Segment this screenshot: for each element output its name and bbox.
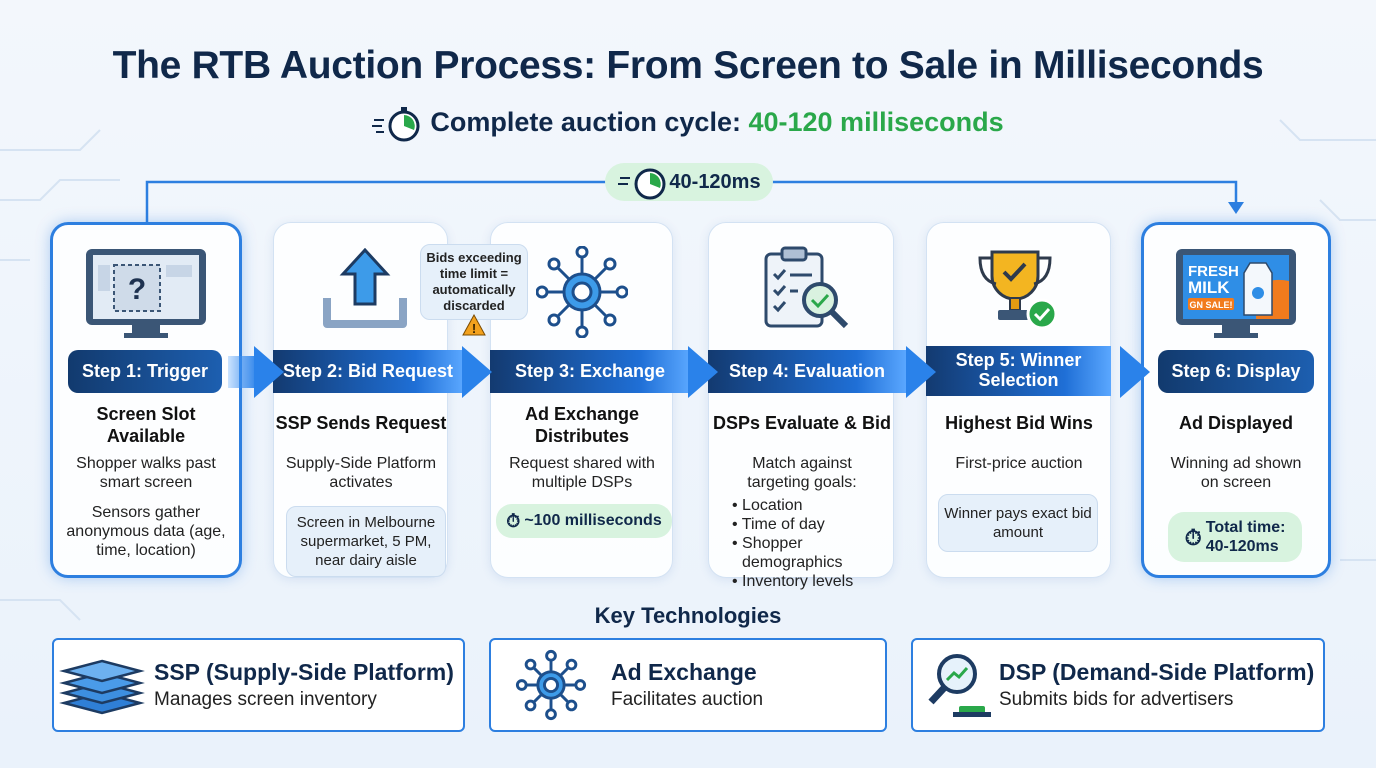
step-5-banner: Step 5: Winner Selection: [926, 346, 1111, 396]
svg-text:MILK: MILK: [1188, 278, 1230, 297]
subtitle-highlight: 40-120 milliseconds: [748, 107, 1004, 138]
warning-icon: !: [462, 314, 486, 336]
step-3-text: Request shared with multiple DSPs: [509, 455, 655, 491]
list-item: • Inventory levels: [732, 573, 854, 590]
step-5-note: Winner pays exact bid amount: [938, 494, 1098, 552]
flow-arrow-2: [462, 346, 492, 398]
step-5-text: First-price auction: [955, 455, 1083, 472]
step-4-criteria-list: • Location • Time of day • Shopper demog…: [732, 496, 882, 591]
step-2-example-note: Screen in Melbourne supermarket, 5 PM, n…: [286, 506, 446, 577]
stopwatch-icon: [618, 168, 666, 200]
stopwatch-icon: ⏱: [1184, 524, 1202, 550]
step-3-title: Ad Exchange Distributes: [524, 404, 640, 446]
flow-arrow-1: [254, 346, 284, 398]
timeout-warning-note: Bids exceeding time limit = automaticall…: [420, 244, 528, 320]
step-6-text: Winning ad shown on screen: [1170, 455, 1302, 491]
clipboard-magnifier-icon: [764, 246, 849, 329]
stopwatch-icon: ⏱: [506, 510, 521, 531]
subtitle-prefix: Complete auction cycle:: [430, 107, 741, 138]
flow-arrow-3: [688, 346, 718, 398]
list-item: • Location: [732, 497, 803, 514]
step-3-duration-pill: ⏱ ~100 milliseconds: [496, 504, 672, 538]
step-2-text: Supply-Side Platform activates: [285, 455, 437, 491]
svg-text:?: ?: [128, 273, 146, 306]
key-technologies-heading: Key Technologies: [594, 603, 782, 628]
stacked-layers-icon: [59, 659, 145, 715]
step-1-text-2: Sensors gather anonymous data (age, time…: [66, 504, 226, 559]
subtitle: Complete auction cycle: 40-120 milliseco…: [0, 106, 1376, 142]
upload-icon: [323, 248, 407, 328]
step-4-title: DSPs Evaluate & Bid: [712, 413, 892, 433]
flow-arrow-4: [906, 346, 936, 398]
step-4-text: Match against targeting goals:: [747, 455, 857, 491]
step-1-text: Shopper walks past smart screen: [76, 455, 216, 491]
svg-text:!: !: [472, 321, 476, 336]
timeline-duration-pill: 40-120ms: [605, 163, 773, 201]
tech-card-dsp: DSP (Demand-Side Platform) Submits bids f…: [911, 638, 1325, 732]
step-card-1: [50, 222, 242, 578]
hub-network-icon: [515, 649, 587, 721]
step-1-title: Screen Slot Available: [96, 404, 196, 446]
page-title: The RTB Auction Process: From Screen to …: [112, 44, 1264, 87]
monitor-question-icon: ?: [86, 249, 206, 338]
step-1-banner: Step 1: Trigger: [68, 350, 222, 393]
arrow-shaft: [228, 356, 258, 388]
list-item: • Time of day: [732, 516, 825, 533]
step-3-banner: Step 3: Exchange: [490, 350, 690, 393]
step-6-title: Ad Displayed: [1178, 413, 1294, 433]
list-item: • Shopper demographics: [732, 535, 843, 571]
flow-arrow-5: [1120, 346, 1150, 398]
step-2-title: SSP Sends Request: [275, 413, 447, 433]
total-time-pill: ⏱ Total time: 40-120ms: [1168, 512, 1302, 562]
step-6-banner: Step 6: Display: [1158, 350, 1314, 393]
svg-text:GN SALE!: GN SALE!: [1189, 300, 1232, 310]
tech-card-ssp: SSP (Supply-Side Platform) Manages screen…: [52, 638, 465, 732]
hub-network-icon: [536, 246, 628, 338]
stopwatch-icon: [372, 107, 420, 142]
step-2-banner: Step 2: Bid Request: [273, 350, 463, 393]
step-5-title: Highest Bid Wins: [945, 413, 1093, 433]
magnifier-chart-icon: [928, 654, 991, 717]
tech-card-ad-exchange: Ad Exchange Facilitates auction: [489, 638, 887, 732]
svg-text:FRESH: FRESH: [1188, 263, 1239, 280]
step-4-banner: Step 4: Evaluation: [708, 350, 906, 393]
trophy-check-icon: [978, 250, 1058, 330]
